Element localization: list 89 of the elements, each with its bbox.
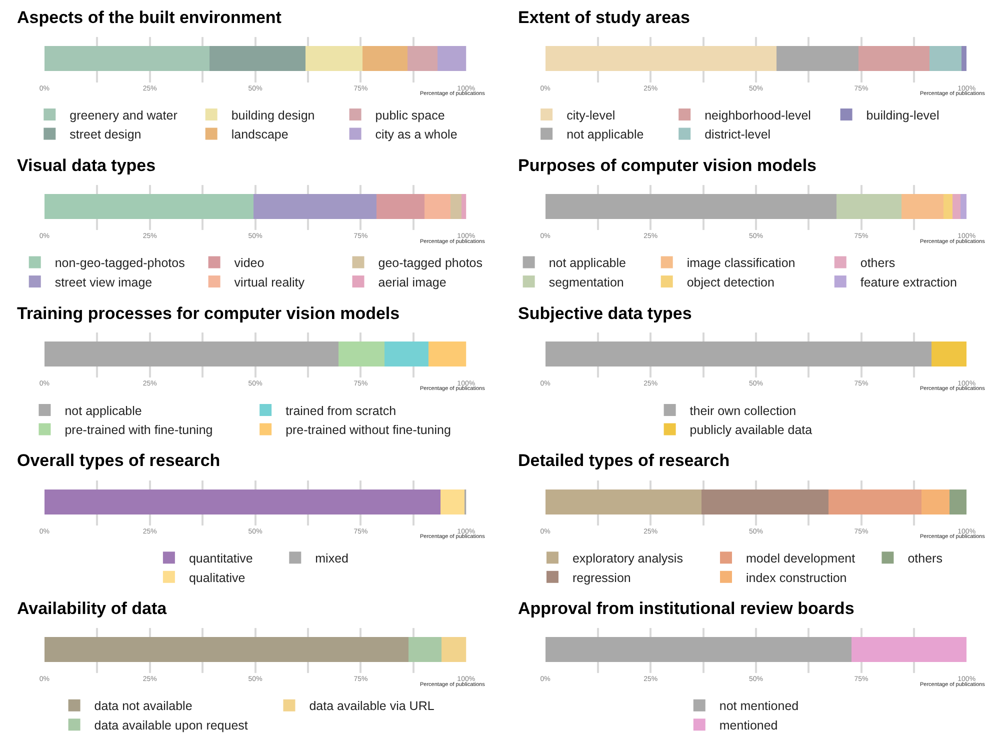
legend-label: image classification xyxy=(686,256,796,270)
chart-title: Subjective data types xyxy=(518,304,692,323)
legend-label: regression xyxy=(572,570,631,585)
bar xyxy=(901,194,944,219)
bar xyxy=(929,46,962,72)
legend-label: building-level xyxy=(866,108,940,122)
bar xyxy=(428,342,466,367)
bar xyxy=(44,489,440,514)
bar xyxy=(961,46,966,72)
legend-label: object detection xyxy=(686,275,774,290)
chart-title: Visual data types xyxy=(17,156,156,175)
legend-label: virtual reality xyxy=(234,275,306,290)
bar xyxy=(776,46,858,72)
bar xyxy=(209,46,306,72)
legend-label: greenery and water xyxy=(70,108,178,122)
bar xyxy=(376,194,424,219)
bar xyxy=(441,637,466,662)
bar xyxy=(461,194,466,219)
bar xyxy=(44,637,408,662)
bar xyxy=(545,194,836,219)
legend-label: exploratory analysis xyxy=(572,552,683,566)
legend-label: trained from scratch xyxy=(286,404,396,418)
legend-label: street view image xyxy=(54,275,152,290)
bar xyxy=(338,342,384,367)
legend-label: others xyxy=(908,552,942,566)
chart-title: Availability of data xyxy=(17,599,168,618)
legend-label: street design xyxy=(70,128,142,142)
legend-label: feature extraction xyxy=(860,275,958,290)
bar xyxy=(943,194,952,219)
bar xyxy=(545,489,702,514)
bar xyxy=(450,194,462,219)
legend-label: segmentation xyxy=(548,275,624,290)
legend-label: video xyxy=(234,256,264,270)
bar xyxy=(44,46,210,72)
bar xyxy=(408,637,442,662)
legend-label: district-level xyxy=(704,128,771,142)
bar xyxy=(407,46,438,72)
legend-label: neighborhood-level xyxy=(704,108,811,122)
bar xyxy=(384,342,428,367)
legend-label: not applicable xyxy=(64,404,142,418)
bar xyxy=(362,46,408,72)
legend-label: data available upon request xyxy=(94,718,248,732)
bar xyxy=(440,489,464,514)
legend-label: pre-trained with fine-tuning xyxy=(64,423,213,438)
chart-title: Detailed types of research xyxy=(518,451,730,470)
legend-label: model development xyxy=(746,552,856,566)
legend-label: their own collection xyxy=(690,404,796,418)
legend-label: pre-trained without fine-tuning xyxy=(286,423,451,438)
bar xyxy=(952,194,960,219)
bar xyxy=(44,194,254,219)
legend-label: data available via URL xyxy=(309,699,434,714)
bar xyxy=(836,194,902,219)
legend-label: not applicable xyxy=(548,256,626,270)
chart-title: Extent of study areas xyxy=(518,8,690,27)
legend-label: not mentioned xyxy=(719,699,799,714)
legend-label: qualitative xyxy=(188,570,246,585)
bar xyxy=(949,489,966,514)
bar xyxy=(545,46,776,72)
bar xyxy=(437,46,466,72)
bar xyxy=(828,489,922,514)
bar xyxy=(424,194,450,219)
legend-label: landscape xyxy=(231,128,288,142)
legend-label: building design xyxy=(231,108,315,122)
legend-label: publicly available data xyxy=(690,423,812,438)
legend-label: quantitative xyxy=(188,552,253,566)
bar xyxy=(858,46,930,72)
bar xyxy=(701,489,828,514)
legend-label: mentioned xyxy=(719,718,778,732)
chart-title: Aspects of the built environment xyxy=(17,8,282,27)
chart-title: Training processes for computer vision models xyxy=(17,304,400,323)
chart-title: Overall types of research xyxy=(17,451,220,470)
bar xyxy=(921,489,950,514)
legend-label: aerial image xyxy=(378,275,446,290)
legend-label: index construction xyxy=(746,570,847,585)
bar xyxy=(44,342,338,367)
legend-label: city-level xyxy=(566,108,616,122)
chart-title: Approval from institutional review boards xyxy=(518,599,854,618)
chart-title: Purposes of computer vision models xyxy=(518,156,817,175)
legend-label: geo-tagged photos xyxy=(378,256,483,270)
bar xyxy=(253,194,376,219)
bar xyxy=(960,194,966,219)
legend-label: non-geo-tagged-photos xyxy=(54,256,185,270)
legend-label: data not available xyxy=(94,699,192,714)
bar xyxy=(305,46,362,72)
legend-label: others xyxy=(860,256,896,270)
legend-label: not applicable xyxy=(566,128,644,142)
legend-label: city as a whole xyxy=(375,128,458,142)
legend-label: public space xyxy=(375,108,445,122)
legend-label: mixed xyxy=(315,552,349,566)
